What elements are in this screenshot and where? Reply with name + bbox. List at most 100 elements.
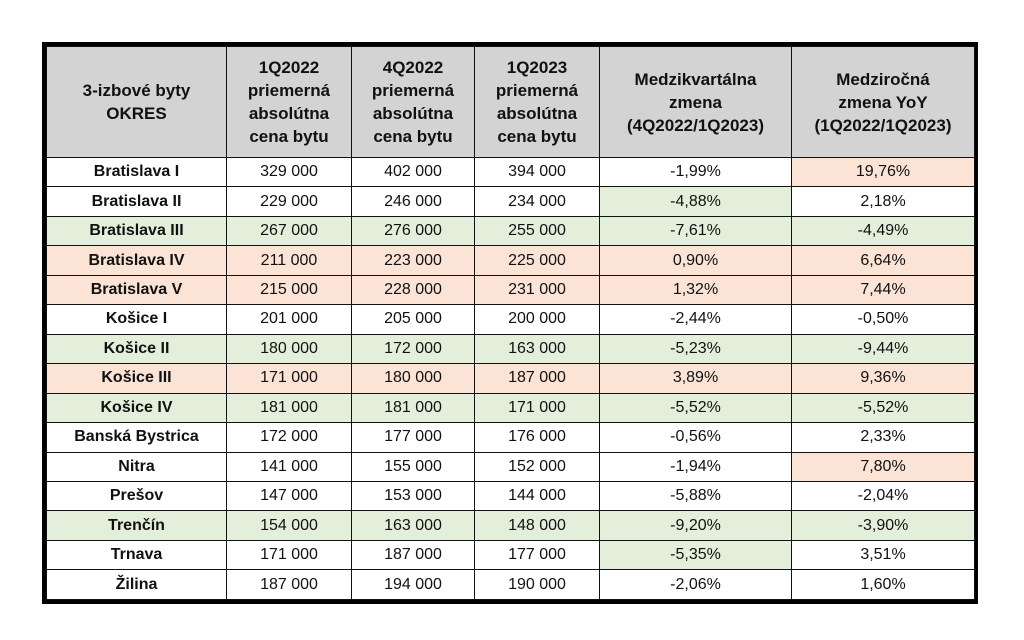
cell-price-1q2023: 255 000 <box>474 215 600 247</box>
header-price-1q2023: 1Q2023 priemerná absolútna cena bytu <box>474 46 600 158</box>
cell-price-1q2022: 215 000 <box>226 274 352 306</box>
cell-district: Bratislava I <box>46 156 227 188</box>
table-row: Prešov 147 000 153 000 144 000 -5,88% -2,04% <box>46 480 975 512</box>
cell-price-1q2023: 176 000 <box>474 422 600 453</box>
price-table-frame: 3-izbové byty OKRES 1Q2022 priemerná absolút… <box>42 42 978 604</box>
cell-price-1q2022: 154 000 <box>226 510 352 541</box>
header-line: 1Q2022 <box>258 58 320 77</box>
cell-price-1q2023: 394 000 <box>474 156 600 188</box>
cell-yoy-change: 6,64% <box>791 245 975 276</box>
cell-qoq-change: 1,32% <box>599 274 792 306</box>
cell-price-4q2022: 205 000 <box>351 304 475 335</box>
cell-price-1q2023: 187 000 <box>474 363 600 394</box>
cell-price-4q2022: 223 000 <box>351 245 475 276</box>
cell-district: Košice I <box>46 304 227 335</box>
cell-price-4q2022: 402 000 <box>351 156 475 188</box>
table-row: Košice III 171 000 180 000 187 000 3,89% 9,36… <box>46 363 975 394</box>
table-row: Bratislava II 229 000 246 000 234 000 -4,88%… <box>46 186 975 217</box>
cell-qoq-change: -5,52% <box>599 392 792 424</box>
cell-qoq-change: 3,89% <box>599 363 792 394</box>
cell-price-1q2023: 148 000 <box>474 510 600 541</box>
cell-district: Bratislava IV <box>46 245 227 276</box>
header-line: 4Q2022 <box>382 58 444 77</box>
cell-price-1q2023: 144 000 <box>474 480 600 512</box>
cell-price-1q2023: 234 000 <box>474 186 600 217</box>
header-line: priemerná <box>247 81 331 100</box>
cell-price-4q2022: 194 000 <box>351 569 475 600</box>
header-price-1q2022: 1Q2022 priemerná absolútna cena bytu <box>226 46 352 158</box>
cell-district: Trenčín <box>46 510 227 541</box>
header-line: (4Q2022/1Q2023) <box>626 115 765 135</box>
cell-qoq-change: -7,61% <box>599 215 792 247</box>
cell-price-1q2023: 177 000 <box>474 539 600 571</box>
header-line: cena bytu <box>249 127 329 146</box>
cell-price-1q2022: 141 000 <box>226 451 352 482</box>
cell-yoy-change: 2,33% <box>791 422 975 453</box>
cell-price-4q2022: 155 000 <box>351 451 475 482</box>
cell-district: Trnava <box>46 539 227 571</box>
table-row: Žilina 187 000 194 000 190 000 -2,06% 1,60% <box>46 569 975 600</box>
cell-price-1q2023: 190 000 <box>474 569 600 600</box>
table-row: Trnava 171 000 187 000 177 000 -5,35% 3,51% <box>46 539 975 571</box>
table-row: Banská Bystrica 172 000 177 000 176 000 -0,5… <box>46 422 975 453</box>
cell-price-1q2022: 181 000 <box>226 392 352 424</box>
header-line: absolútna <box>248 104 330 123</box>
cell-price-1q2022: 267 000 <box>226 215 352 247</box>
cell-yoy-change: -9,44% <box>791 333 975 365</box>
header-line: absolútna <box>496 104 578 123</box>
cell-price-1q2022: 201 000 <box>226 304 352 335</box>
cell-qoq-change: -5,88% <box>599 480 792 512</box>
header-line: priemerná <box>371 81 455 100</box>
cell-yoy-change: -2,04% <box>791 480 975 512</box>
header-line: Medziročná <box>836 69 930 89</box>
cell-yoy-change: 7,80% <box>791 451 975 482</box>
cell-qoq-change: -9,20% <box>599 510 792 541</box>
cell-price-1q2023: 231 000 <box>474 274 600 306</box>
cell-yoy-change: 7,44% <box>791 274 975 306</box>
cell-yoy-change: -4,49% <box>791 215 975 247</box>
cell-yoy-change: 19,76% <box>791 156 975 188</box>
cell-qoq-change: -2,44% <box>599 304 792 335</box>
cell-qoq-change: -0,56% <box>599 422 792 453</box>
cell-district: Košice II <box>46 333 227 365</box>
table-row: Košice II 180 000 172 000 163 000 -5,23% -9,4… <box>46 333 975 365</box>
cell-price-4q2022: 246 000 <box>351 186 475 217</box>
header-line: OKRES <box>106 104 167 123</box>
table-row: Košice IV 181 000 181 000 171 000 -5,52% -5,5… <box>46 392 975 424</box>
apartment-price-table: 3-izbové byty OKRES 1Q2022 priemerná absolút… <box>46 46 975 600</box>
cell-yoy-change: 3,51% <box>791 539 975 571</box>
cell-yoy-change: -5,52% <box>791 392 975 424</box>
cell-price-1q2023: 163 000 <box>474 333 600 365</box>
header-line: zmena <box>669 92 722 112</box>
cell-district: Bratislava II <box>46 186 227 217</box>
cell-qoq-change: -5,23% <box>599 333 792 365</box>
header-line: (1Q2022/1Q2023) <box>814 115 952 135</box>
cell-price-4q2022: 180 000 <box>351 363 475 394</box>
cell-price-4q2022: 177 000 <box>351 422 475 453</box>
cell-price-1q2022: 171 000 <box>226 363 352 394</box>
table-row: Bratislava IV 211 000 223 000 225 000 0,90% 6… <box>46 245 975 276</box>
cell-yoy-change: 9,36% <box>791 363 975 394</box>
cell-price-4q2022: 187 000 <box>351 539 475 571</box>
cell-price-1q2022: 211 000 <box>226 245 352 276</box>
cell-price-1q2023: 225 000 <box>474 245 600 276</box>
header-line: zmena YoY <box>838 92 928 112</box>
cell-price-1q2022: 329 000 <box>226 156 352 188</box>
cell-price-1q2023: 152 000 <box>474 451 600 482</box>
cell-price-1q2022: 180 000 <box>226 333 352 365</box>
header-line: 1Q2023 <box>506 58 568 77</box>
cell-district: Bratislava V <box>46 274 227 306</box>
header-yoy-change: Medziročná zmena YoY (1Q2022/1Q2023) <box>791 46 975 158</box>
table-row: Košice I 201 000 205 000 200 000 -2,44% -0,50… <box>46 304 975 335</box>
cell-district: Žilina <box>46 569 227 600</box>
cell-yoy-change: 1,60% <box>791 569 975 600</box>
header-line: 3-izbové byty <box>82 81 191 100</box>
cell-district: Bratislava III <box>46 215 227 247</box>
cell-district: Košice IV <box>46 392 227 424</box>
cell-district: Banská Bystrica <box>46 422 227 453</box>
cell-price-1q2022: 187 000 <box>226 569 352 600</box>
cell-qoq-change: -5,35% <box>599 539 792 571</box>
cell-qoq-change: 0,90% <box>599 245 792 276</box>
table-row: Nitra 141 000 155 000 152 000 -1,94% 7,80% <box>46 451 975 482</box>
header-line: cena bytu <box>497 127 577 146</box>
